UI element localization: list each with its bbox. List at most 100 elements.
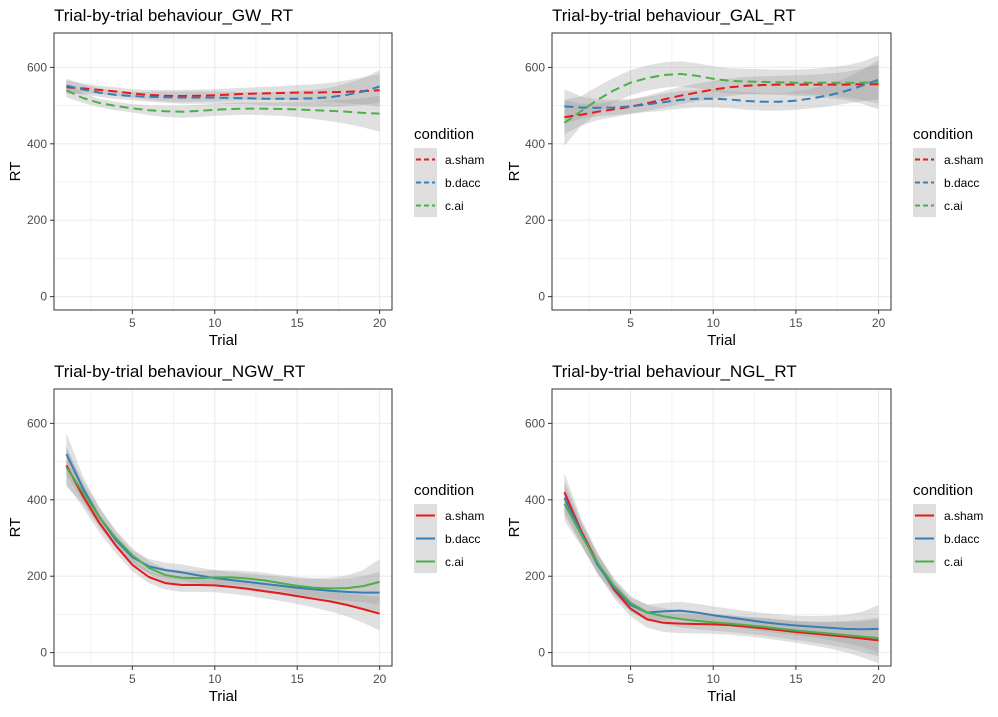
grid [54, 389, 392, 666]
plot-border [53, 32, 393, 311]
y-tick-label: 0 [40, 290, 47, 304]
grid [552, 33, 891, 310]
legend: condition a.sham b.dacc c.ai [414, 482, 484, 573]
y-tick-label: 0 [40, 646, 47, 660]
chart-title: Trial-by-trial behaviour_GW_RT [54, 6, 293, 25]
legend-title: condition [913, 126, 973, 143]
data-layer [563, 55, 879, 146]
series-line-b-dacc [563, 497, 879, 631]
chart-panel: Trial-by-trial behaviour_NGL_RT5 10 15 2002… [506, 362, 983, 705]
x-tick-label: 20 [872, 316, 886, 330]
ribbon-b-dacc [564, 60, 879, 124]
x-tick-label: 10 [707, 672, 721, 686]
chart-title: Trial-by-trial behaviour_NGL_RT [552, 362, 797, 381]
ribbon-c-ai [66, 83, 380, 132]
legend-label: b.dacc [944, 532, 979, 546]
series-line-c-ai [65, 466, 380, 590]
legend-label: c.ai [944, 555, 963, 569]
y-tick-label: 0 [538, 290, 545, 304]
plot-area [552, 389, 891, 666]
ribbon-c-ai [564, 55, 879, 146]
x-tick-label: 15 [789, 316, 803, 330]
series-line-a-sham [65, 464, 380, 615]
y-tick-label: 400 [525, 493, 545, 507]
ribbon-a-sham [66, 446, 380, 631]
series-line-c-ai [65, 89, 380, 115]
series-line-c-ai [563, 503, 879, 640]
data-layer [65, 70, 380, 132]
legend-label: b.dacc [944, 176, 979, 190]
legend: condition a.sham b.dacc c.ai [913, 126, 983, 217]
y-tick-label: 200 [27, 569, 47, 583]
x-axis-label: Trial [707, 332, 736, 349]
x-tick-label: 10 [208, 672, 222, 686]
ribbon-c-ai [564, 486, 879, 657]
y-tick-label: 400 [27, 137, 47, 151]
x-tick-label: 15 [789, 672, 803, 686]
plot-border [551, 32, 892, 311]
x-tick-label: 20 [872, 672, 886, 686]
data-layer [65, 432, 380, 631]
series-line-a-sham [563, 491, 879, 642]
x-tick-label: 5 [627, 672, 634, 686]
chart-panel: Trial-by-trial behaviour_NGW_RT5 10 15 2002… [7, 362, 484, 705]
chart-panel: Trial-by-trial behaviour_GAL_RT5 10 15 2002… [506, 6, 983, 349]
y-tick-label: 200 [525, 569, 545, 583]
x-axis-label: Trial [209, 332, 238, 349]
x-tick-label: 10 [208, 316, 222, 330]
y-tick-label: 0 [538, 646, 545, 660]
legend-label: a.sham [445, 509, 484, 523]
series-line-a-sham [564, 83, 879, 119]
legend: condition a.sham b.dacc c.ai [913, 482, 983, 573]
y-tick-label: 200 [27, 213, 47, 227]
y-axis-label: RT [506, 162, 523, 182]
y-tick-label: 200 [525, 213, 545, 227]
legend-label: c.ai [944, 199, 963, 213]
ribbon-a-sham [564, 64, 879, 135]
chart-title: Trial-by-trial behaviour_GAL_RT [552, 6, 796, 25]
series-line-b-dacc [65, 453, 380, 594]
x-axis-label: Trial [209, 688, 238, 705]
x-tick-label: 15 [291, 672, 305, 686]
x-tick-label: 5 [129, 316, 136, 330]
series-line-c-ai [563, 72, 879, 124]
grid [54, 33, 392, 310]
y-tick-label: 600 [525, 60, 545, 74]
legend-label: a.sham [944, 509, 983, 523]
y-axis-label: RT [7, 162, 24, 182]
legend-label: b.dacc [445, 532, 480, 546]
y-axis-label: RT [506, 518, 523, 538]
x-tick-label: 20 [373, 316, 387, 330]
legend: condition a.sham b.dacc c.ai [414, 126, 484, 217]
x-tick-label: 15 [291, 316, 305, 330]
series-line-b-dacc [66, 84, 380, 100]
legend-label: a.sham [944, 153, 983, 167]
legend-label: c.ai [445, 199, 464, 213]
ribbon-b-dacc [66, 70, 380, 107]
x-tick-label: 10 [707, 316, 721, 330]
x-tick-label: 5 [627, 316, 634, 330]
y-tick-label: 600 [27, 416, 47, 430]
x-tick-label: 20 [373, 672, 387, 686]
data-layer [563, 473, 879, 664]
ribbon-a-sham [66, 73, 380, 107]
x-tick-label: 5 [129, 672, 136, 686]
legend-label: b.dacc [445, 176, 480, 190]
y-tick-label: 600 [525, 416, 545, 430]
legend-title: condition [913, 482, 973, 499]
series-line-b-dacc [564, 78, 879, 109]
grid [552, 389, 891, 666]
chart-title: Trial-by-trial behaviour_NGW_RT [54, 362, 305, 381]
y-tick-label: 600 [27, 60, 47, 74]
legend-label: a.sham [445, 153, 484, 167]
plot-area [54, 389, 392, 666]
plot-border [551, 388, 892, 667]
series-line-a-sham [66, 86, 380, 97]
y-tick-label: 400 [27, 493, 47, 507]
x-axis-label: Trial [707, 688, 736, 705]
chart-panel: Trial-by-trial behaviour_GW_RT5 10 15 20020… [7, 6, 484, 349]
legend-title: condition [414, 482, 474, 499]
y-tick-label: 400 [525, 137, 545, 151]
